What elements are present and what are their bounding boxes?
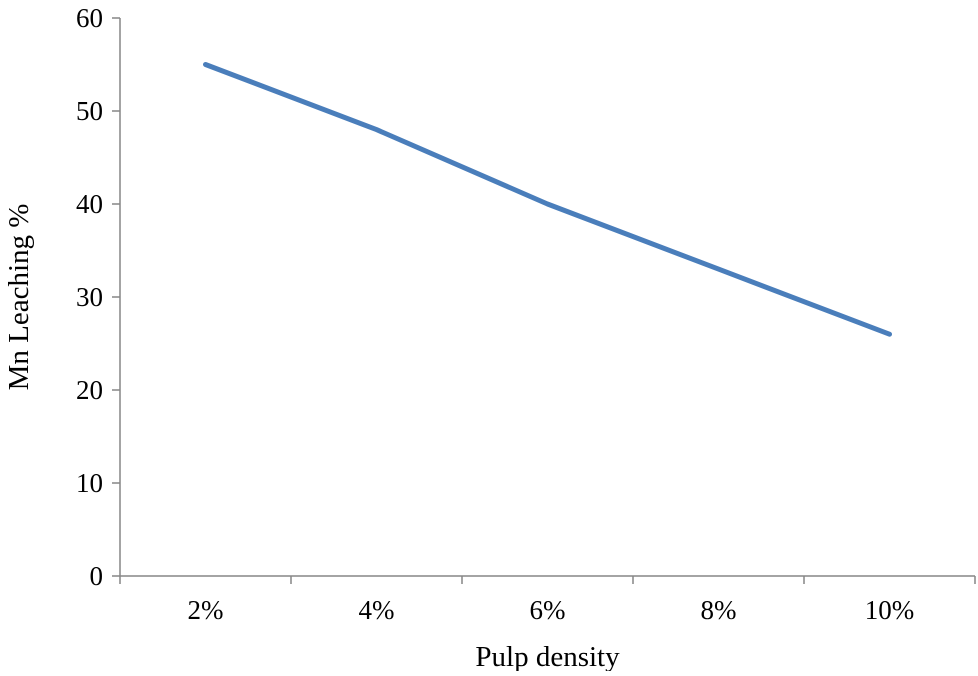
y-tick-label: 60 [76, 3, 103, 33]
x-tick-label: 10% [865, 595, 915, 625]
y-tick-label: 10 [76, 468, 103, 498]
x-tick-label: 8% [701, 595, 737, 625]
y-axis-title: Mn Leaching % [3, 204, 35, 391]
y-tick-label: 20 [76, 375, 103, 405]
y-tick-label: 40 [76, 189, 103, 219]
x-tick-label: 4% [359, 595, 395, 625]
x-axis-title: Pulp density [475, 641, 620, 671]
x-tick-labels: 2% 4% 6% 8% 10% [188, 595, 915, 625]
x-tick-label: 2% [188, 595, 224, 625]
series-line [206, 65, 890, 335]
y-tick-label: 30 [76, 282, 103, 312]
y-tick-labels: 0 10 20 30 40 50 60 [76, 3, 103, 591]
series-group [205, 64, 889, 334]
y-tick-label: 50 [76, 96, 103, 126]
axes [112, 18, 975, 584]
x-tick-label: 6% [530, 595, 566, 625]
y-tick-label: 0 [90, 561, 104, 591]
